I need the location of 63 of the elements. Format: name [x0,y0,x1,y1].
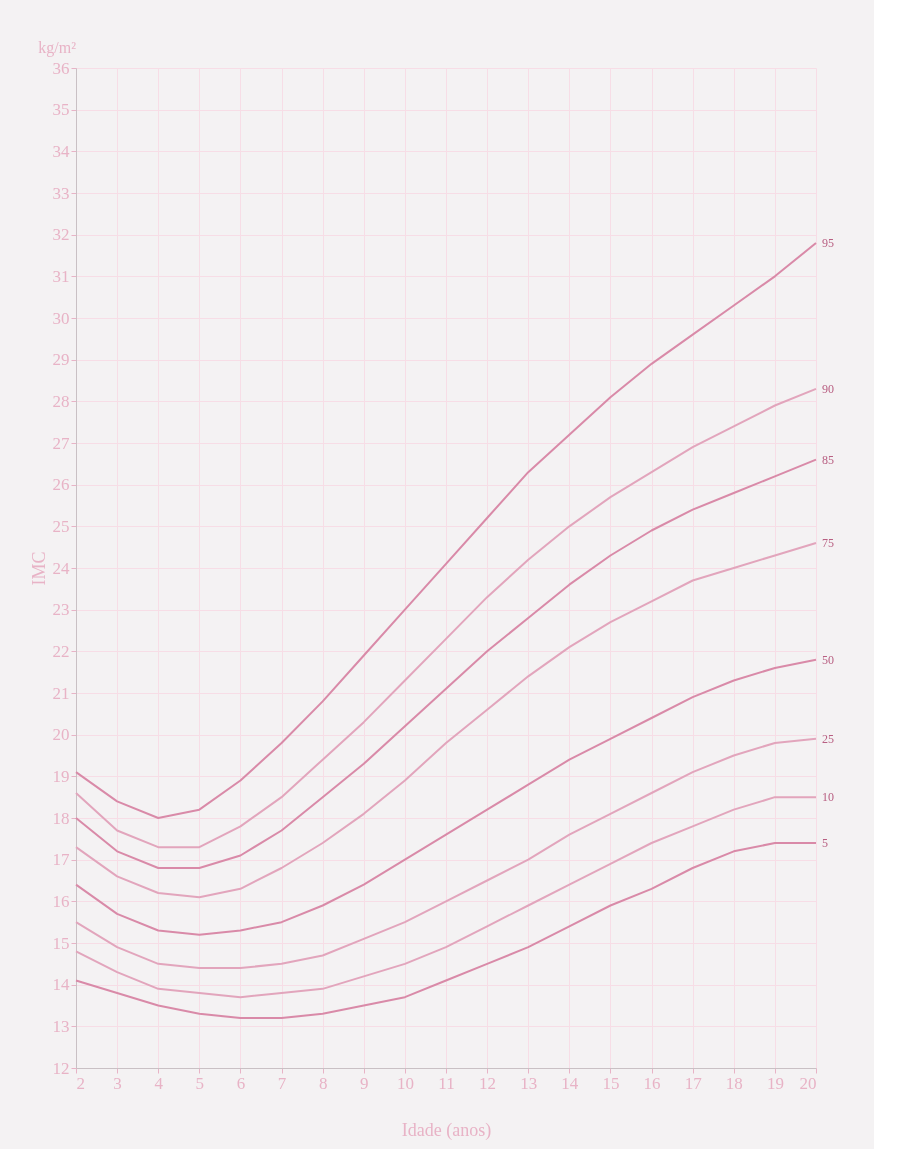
y-tick-label: 18 [52,808,70,828]
series-label: 5 [822,836,828,850]
series-label: 75 [822,536,834,550]
x-tick-label: 17 [684,1073,703,1093]
x-tick-label: 4 [154,1073,164,1093]
y-tick-label: 28 [52,391,70,411]
y-tick-label: 23 [52,600,70,620]
x-tick-label: 13 [520,1073,538,1093]
x-tick-label: 10 [396,1073,414,1093]
y-tick-label: 17 [52,850,70,870]
y-tick-label: 32 [52,225,70,245]
x-tick-label: 5 [195,1073,205,1093]
y-tick-label: 29 [52,350,70,370]
x-tick-label: 18 [725,1073,743,1093]
y-tick-label: 26 [52,475,70,495]
y-tick-label: 31 [52,266,70,286]
x-axis-title: Idade (anos) [401,1119,492,1141]
x-tick-label: 20 [799,1073,817,1093]
y-tick-label: 19 [52,766,70,786]
series-label: 95 [822,236,834,250]
x-tick-label: 9 [360,1073,369,1093]
x-tick-label: 6 [236,1073,246,1093]
line-series [75,842,817,1019]
x-tick-label: 15 [602,1073,620,1093]
series-label: 50 [822,652,834,667]
y-tick-label: 20 [52,725,70,745]
series-label: 25 [822,731,834,746]
y-axis-title: IMC [28,551,49,586]
line-series [75,658,817,936]
series-label: 90 [822,381,834,396]
series-label: 10 [822,790,834,805]
line-series [75,737,817,969]
y-tick-label: 27 [52,433,70,453]
line-series [75,796,817,999]
line-series [75,458,817,869]
y-tick-label: 16 [52,891,70,911]
x-tick-label: 8 [318,1073,328,1093]
y-tick-label: 22 [52,641,70,661]
y-tick-label: 24 [52,558,70,578]
y-tick-label: 34 [52,141,70,161]
y-tick-label: 33 [52,183,70,203]
y-tick-label: 13 [52,1016,70,1036]
line-series [75,242,817,819]
y-tick-label: 21 [52,683,70,703]
x-tick-label: 2 [76,1073,85,1093]
x-tick-label: 11 [438,1073,455,1093]
y-tick-label: 36 [52,58,70,78]
series-label: 85 [822,452,834,467]
x-tick-label: 7 [277,1073,287,1093]
line-series [75,542,817,899]
y-tick-label: 25 [52,516,70,536]
y-tick-label: 15 [52,933,70,953]
x-tick-label: 16 [643,1073,661,1093]
line-series [75,387,817,849]
x-tick-label: 14 [561,1073,579,1093]
y-tick-label: 35 [52,100,70,120]
y-tick-label: 12 [52,1058,70,1078]
x-tick-label: 12 [479,1073,497,1093]
x-tick-label: 19 [766,1073,784,1093]
y-tick-label: 30 [52,308,70,328]
text: kg/m² [38,39,77,57]
y-tick-label: 14 [52,975,70,995]
x-tick-label: 3 [113,1073,122,1093]
